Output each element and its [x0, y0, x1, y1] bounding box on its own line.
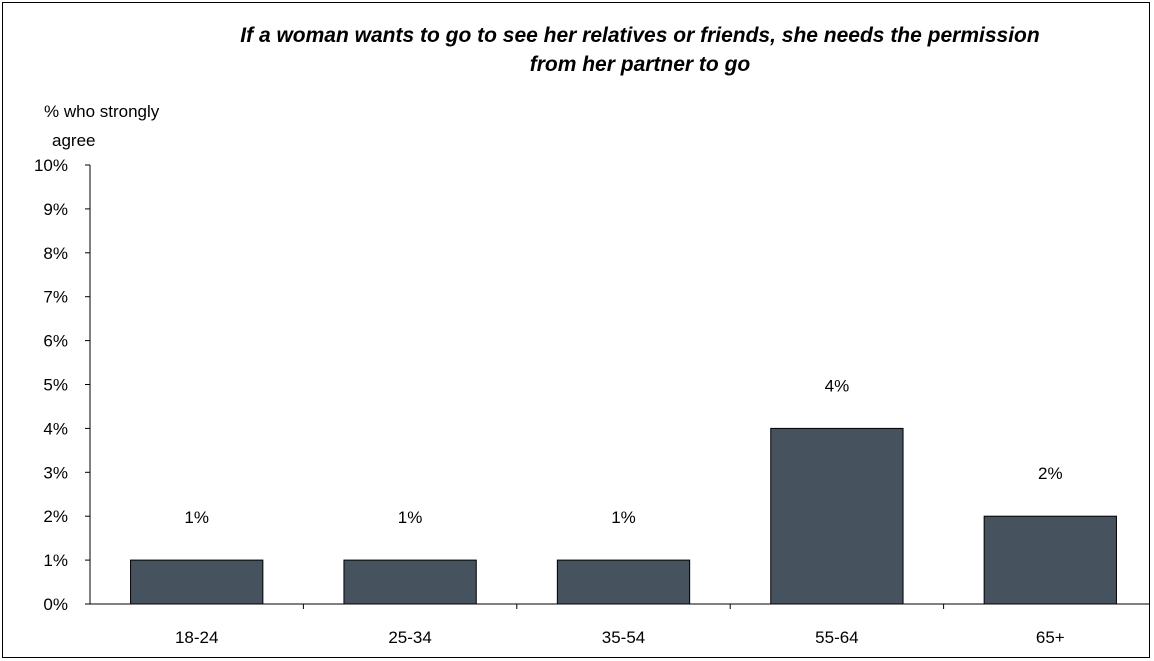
y-tick-label: 9% — [43, 200, 68, 219]
data-label: 1% — [611, 508, 636, 527]
y-tick-label: 8% — [43, 244, 68, 263]
y-tick-label: 3% — [43, 463, 68, 482]
y-axis-label: % who strongly agree — [44, 102, 160, 150]
data-label: 2% — [1038, 464, 1063, 483]
y-tick-label: 4% — [43, 419, 68, 438]
x-category-label: 18-24 — [175, 628, 218, 647]
x-category-label: 35-54 — [602, 628, 645, 647]
chart-title-line-2: from her partner to go — [530, 53, 751, 76]
x-category-label: 55-64 — [815, 628, 858, 647]
x-category-label: 25-34 — [388, 628, 431, 647]
axes: 0% 1% 2% 3% 4% 5% 6% 7% 8% 9% 10% — [34, 156, 1150, 614]
data-label: 1% — [184, 508, 209, 527]
bar — [130, 559, 264, 605]
chart-title: If a woman wants to go to see her relati… — [240, 24, 1039, 76]
labels: 1% 18-24 1% 25-34 1% 35-54 4% 55-64 2% 65+ — [175, 376, 1065, 647]
bar — [983, 515, 1117, 605]
data-label: 1% — [398, 508, 423, 527]
data-label: 4% — [825, 376, 850, 395]
bars — [130, 427, 1117, 605]
y-tick-label: 2% — [43, 507, 68, 526]
y-axis-label-line-1: % who strongly — [44, 102, 160, 121]
y-tick-label: 1% — [43, 551, 68, 570]
x-category-label: 65+ — [1036, 628, 1065, 647]
bar — [343, 559, 477, 605]
y-tick-label: 7% — [43, 288, 68, 307]
y-tick-label: 6% — [43, 332, 68, 351]
chart-title-line-1: If a woman wants to go to see her relati… — [240, 24, 1039, 47]
y-tick-label: 0% — [43, 595, 68, 614]
bar — [770, 427, 904, 605]
y-axis-label-line-2: agree — [52, 131, 95, 150]
y-tick-label: 5% — [43, 376, 68, 395]
y-tick-label: 10% — [34, 156, 68, 175]
bar — [556, 559, 691, 605]
